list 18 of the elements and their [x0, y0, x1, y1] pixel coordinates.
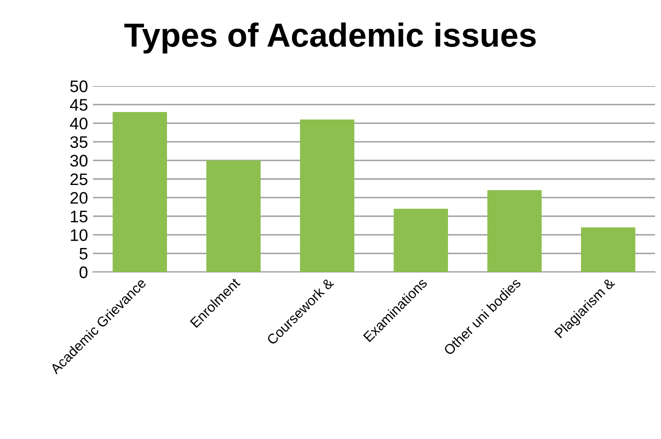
bar	[206, 160, 261, 272]
y-tick-label: 50	[70, 80, 88, 92]
y-tick-label: 25	[70, 173, 88, 186]
chart-title: Types of Academic issues	[124, 22, 536, 54]
y-tick-label: 20	[70, 192, 88, 204]
bar	[581, 227, 636, 272]
bar	[487, 190, 542, 272]
y-tick-label: 45	[70, 99, 88, 111]
y-tick-label: 30	[70, 154, 88, 167]
bar	[394, 208, 448, 272]
y-tick-label: 35	[70, 136, 88, 148]
bar	[112, 112, 167, 272]
y-tick-label: 40	[70, 118, 88, 130]
y-tick-label: 0	[80, 266, 88, 278]
bar	[300, 119, 354, 272]
y-tick-label: 10	[70, 229, 88, 242]
y-tick-label: 5	[80, 248, 88, 260]
y-tick-label: 15	[70, 210, 88, 222]
